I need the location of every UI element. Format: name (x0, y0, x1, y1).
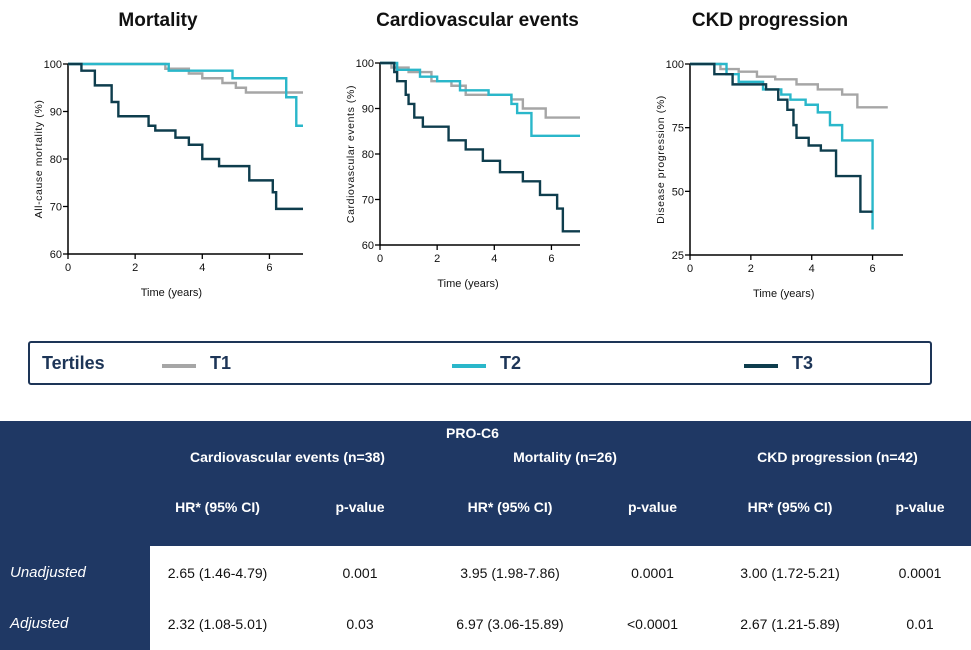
col-p-cardiovascular: p-value (335, 499, 385, 515)
x-tick-label: 0 (377, 253, 383, 265)
table-cell: 0.03 (346, 616, 374, 632)
y-tick-label: 80 (50, 154, 62, 166)
table-cell: 6.97 (3.06-15.89) (456, 616, 564, 632)
legend-line-t2 (452, 364, 486, 368)
series-line-t1 (690, 62, 888, 109)
table-cell: 0.01 (906, 616, 934, 632)
col-hr-cardiovascular: HR* (95% CI) (175, 499, 260, 515)
legend-label-t2: T2 (500, 353, 522, 373)
y-tick-label: 50 (672, 186, 684, 198)
legend-label-t3: T3 (792, 353, 814, 373)
group-header-cardiovascular: Cardiovascular events (n=38) (190, 449, 385, 465)
col-p-ckd: p-value (895, 499, 945, 515)
series-line-t3 (690, 62, 873, 213)
table-cell: 2.67 (1.21-5.89) (740, 616, 840, 632)
y-tick-label: 80 (362, 149, 374, 161)
x-tick-label: 4 (199, 262, 205, 274)
x-tick-label: 0 (65, 262, 71, 274)
x-tick-label: 2 (748, 263, 754, 275)
y-tick-label: 70 (50, 202, 62, 214)
y-axis-label: Disease progression (%) (655, 95, 667, 224)
y-axis-label: All-cause mortality (%) (33, 100, 45, 219)
x-tick-label: 6 (548, 253, 554, 265)
x-tick-label: 4 (809, 263, 815, 275)
ckd-chart: 0 2 4 6 25 50 75 100 Time (years) Disease progres… (655, 59, 903, 300)
table-cell: 0.0001 (631, 565, 674, 581)
x-tick-label: 0 (687, 263, 693, 275)
legend-line-t1 (162, 364, 196, 368)
y-tick-label: 100 (356, 58, 374, 70)
y-tick-label: 100 (666, 59, 684, 71)
col-hr-mortality: HR* (95% CI) (467, 499, 553, 515)
y-tick-label: 70 (362, 195, 374, 207)
legend-line-t3 (744, 364, 778, 368)
table-cell: 3.95 (1.98-7.86) (460, 565, 560, 581)
group-header-mortality: Mortality (n=26) (513, 449, 617, 465)
series-line-t2 (380, 61, 580, 137)
x-tick-label: 4 (491, 253, 497, 265)
y-tick-label: 25 (672, 250, 684, 262)
legend-label-t1: T1 (210, 353, 232, 373)
series-line-t3 (380, 61, 580, 233)
col-hr-ckd: HR* (95% CI) (747, 499, 833, 515)
y-tick-label: 60 (362, 240, 374, 252)
x-tick-label: 6 (870, 263, 876, 275)
row-label-unadjusted: Unadjusted (10, 564, 86, 581)
row-label-adjusted: Adjusted (10, 615, 69, 632)
group-header-ckd: CKD progression (n=42) (757, 449, 918, 465)
y-tick-label: 100 (44, 59, 62, 71)
x-tick-label: 6 (266, 262, 272, 274)
table-cell: 2.32 (1.08-5.01) (167, 616, 268, 632)
legend: Tertiles T1 T2 T3 (28, 341, 932, 385)
series-line-t2 (690, 62, 874, 230)
table-cell: <0.0001 (627, 616, 678, 632)
legend-title: Tertiles (42, 353, 105, 373)
x-axis-label: Time (years) (437, 278, 498, 290)
table-cell: 3.00 (1.72-5.21) (740, 565, 840, 581)
series-line-t1 (380, 61, 580, 119)
mortality-chart: 0 2 4 6 60 70 80 90 100 Time (years) All-cause mor… (33, 59, 303, 299)
x-tick-label: 2 (434, 253, 440, 265)
table-body (150, 546, 971, 650)
x-axis-label: Time (years) (141, 287, 202, 299)
y-axis-label: Cardiovascular events (%) (345, 85, 357, 223)
chart-title-ckd: CKD progression (691, 10, 849, 31)
table-title: PRO-C6 (446, 425, 499, 441)
x-axis-label: Time (years) (753, 288, 814, 300)
y-tick-label: 90 (50, 107, 62, 119)
y-tick-label: 60 (50, 249, 62, 261)
series-line-t2 (68, 62, 303, 127)
table-cell: 0.001 (342, 565, 378, 581)
x-tick-label: 2 (132, 262, 138, 274)
table-cell: 2.65 (1.46-4.79) (167, 565, 268, 581)
series-line-t3 (68, 62, 303, 211)
chart-title-cardiovascular: Cardiovascular events (376, 10, 579, 31)
y-tick-label: 75 (672, 123, 684, 135)
results-table: PRO-C6 Cardiovascular events (n=38) Mort… (0, 421, 971, 650)
col-p-mortality: p-value (627, 499, 677, 515)
cardiovascular-chart: 0 2 4 6 60 70 80 90 100 Time (years) Cardiovascula… (345, 58, 580, 290)
chart-title-mortality: Mortality (118, 10, 198, 31)
table-cell: 0.0001 (898, 565, 942, 581)
y-tick-label: 90 (362, 104, 374, 116)
